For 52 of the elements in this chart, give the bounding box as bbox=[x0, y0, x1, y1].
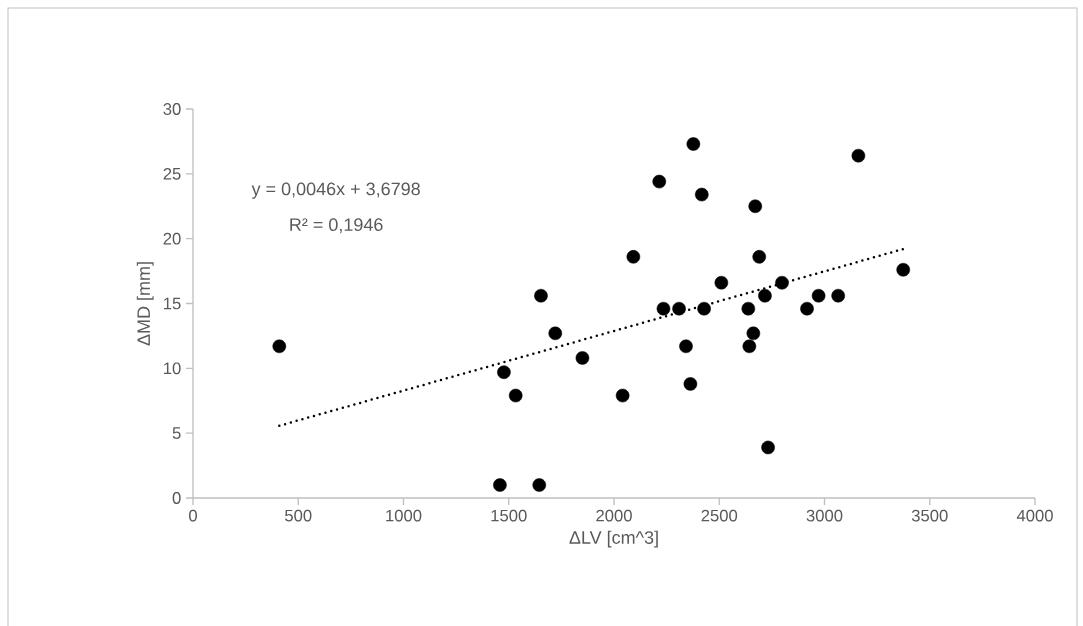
point bbox=[714, 275, 729, 290]
y-tick-label: 15 bbox=[164, 297, 181, 310]
x-tick-label: 3000 bbox=[806, 509, 843, 522]
x-axis-title: ΔLV [cm^3] bbox=[569, 530, 658, 548]
x-tick-label: 0 bbox=[189, 509, 197, 522]
point bbox=[752, 250, 767, 264]
point bbox=[746, 326, 761, 341]
point bbox=[748, 199, 763, 214]
x-tick-label: 4000 bbox=[1016, 509, 1053, 522]
y-tick-label: 5 bbox=[172, 427, 181, 439]
point bbox=[626, 250, 641, 264]
annotation: y = 0,0046x + 3,6798 bbox=[251, 182, 420, 199]
y-tick-label: 0 bbox=[172, 492, 181, 504]
point bbox=[493, 478, 507, 492]
point bbox=[548, 326, 563, 341]
y-tick-label: 25 bbox=[163, 167, 181, 180]
point bbox=[742, 339, 757, 354]
y-tick-label: 30 bbox=[163, 103, 181, 115]
x-tick-label: 500 bbox=[285, 509, 312, 522]
point bbox=[697, 301, 711, 316]
x-tick-label: 2000 bbox=[596, 509, 632, 522]
point bbox=[497, 365, 511, 379]
point bbox=[615, 388, 630, 403]
y-tick-label: 20 bbox=[163, 232, 181, 245]
y-tick-label: 10 bbox=[164, 362, 181, 375]
point bbox=[532, 478, 547, 492]
point bbox=[811, 288, 826, 303]
x-tick-label: 1500 bbox=[491, 509, 527, 522]
x-tick-label: 3500 bbox=[911, 509, 948, 522]
point bbox=[831, 288, 845, 303]
x-tick-label: 2500 bbox=[701, 509, 738, 522]
point bbox=[272, 339, 287, 354]
point bbox=[683, 377, 698, 391]
point bbox=[758, 288, 772, 303]
y-axis-title: ΔMD [mm] bbox=[136, 262, 154, 346]
point bbox=[851, 148, 866, 163]
point bbox=[741, 301, 756, 316]
point bbox=[896, 263, 910, 277]
point bbox=[656, 301, 671, 316]
point bbox=[800, 301, 814, 316]
x-tick-label: 1000 bbox=[386, 509, 422, 522]
point bbox=[775, 275, 789, 290]
point bbox=[695, 187, 709, 202]
annotation: R² = 0,1946 bbox=[290, 218, 383, 234]
point bbox=[652, 174, 667, 189]
point bbox=[686, 137, 701, 151]
point bbox=[672, 301, 686, 316]
point bbox=[508, 388, 523, 403]
point bbox=[761, 440, 775, 455]
point bbox=[575, 351, 590, 365]
point bbox=[534, 288, 548, 303]
point bbox=[679, 339, 693, 354]
